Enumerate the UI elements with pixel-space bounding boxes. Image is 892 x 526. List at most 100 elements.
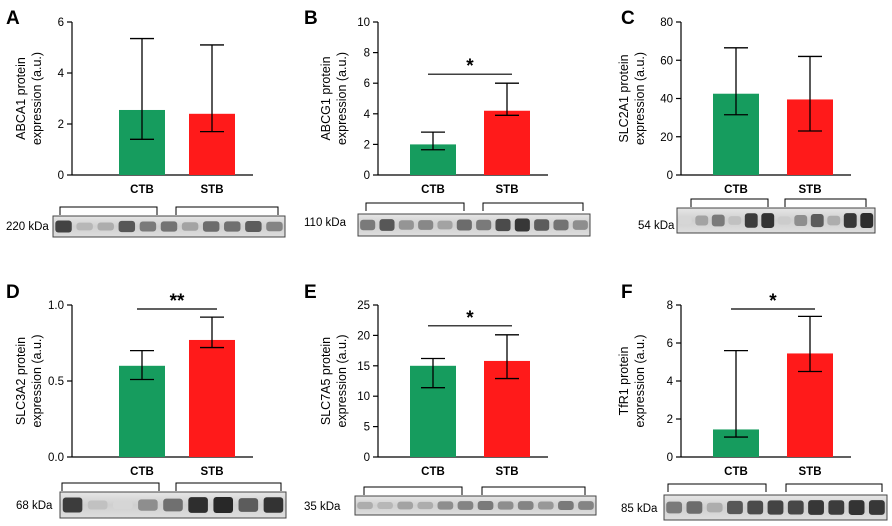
western-blot: [59, 482, 287, 519]
blot-bracket-ctb: [690, 198, 769, 207]
category-label: CTB: [724, 184, 748, 196]
y-axis-label-line: expression (a.u.): [30, 334, 44, 427]
blot-band: [397, 501, 414, 510]
blot-band: [238, 498, 259, 512]
y-axis-label: ABCA1 protein expression (a.u.): [14, 52, 44, 145]
y-tick-label: 0: [667, 452, 673, 464]
blot-band: [747, 500, 764, 515]
blot-band: [377, 502, 393, 509]
blot-band: [62, 497, 83, 513]
category-label: STB: [496, 466, 519, 478]
bar-stb: [484, 110, 530, 175]
blot-band: [202, 221, 220, 232]
blot-band: [810, 213, 824, 228]
blot-bracket-ctb: [363, 486, 463, 495]
blot-band: [514, 218, 530, 232]
panel-e: E SLC7A5 protein expression (a.u.) 0 5 10 15 20…: [304, 282, 597, 516]
kda-label: 110 kDa: [304, 217, 347, 229]
blot-band: [808, 500, 824, 515]
y-axis-label-line: SLC3A2 protein: [14, 337, 28, 425]
blot-band: [76, 222, 93, 231]
y-tick-label: 20: [660, 132, 673, 144]
kda-label: 68 kDa: [16, 500, 53, 512]
y-axis-label-line: SLC7A5 protein: [319, 337, 333, 425]
blot-band: [263, 497, 284, 513]
y-axis-label: SLC2A1 protein expression (a.u.): [617, 52, 647, 145]
blot-band: [181, 222, 199, 231]
blot-background: [676, 207, 876, 234]
y-tick-label: 6: [58, 17, 64, 29]
panel-d: D SLC3A2 protein expression (a.u.) 0.0 0.5 1.…: [6, 282, 287, 519]
y-tick-label: 4: [58, 68, 65, 80]
blot-band: [860, 212, 874, 229]
blot-band: [534, 219, 550, 231]
error-bar-stb: [495, 334, 519, 380]
category-label: CTB: [421, 466, 445, 478]
y-tick-label: 0.0: [48, 452, 64, 464]
blot-band: [537, 501, 554, 510]
panel-c: C SLC2A1 protein expression (a.u.) 0 20 40 60 8…: [617, 8, 876, 234]
blot-band: [794, 215, 808, 226]
category-label: STB: [799, 184, 822, 196]
blot-band: [711, 214, 725, 227]
y-tick-label: 6: [364, 78, 370, 90]
blot-band: [843, 213, 857, 228]
y-tick-label: 0.5: [48, 376, 64, 388]
blot-band: [457, 501, 474, 510]
y-tick-label: 15: [357, 361, 370, 373]
y-tick-label: 40: [660, 94, 673, 106]
western-blot: [357, 202, 591, 237]
y-axis-label-line: expression (a.u.): [30, 52, 44, 145]
category-label: STB: [496, 184, 519, 196]
category-label: CTB: [724, 466, 748, 478]
blot-band: [686, 501, 703, 514]
blot-band: [188, 497, 208, 513]
y-tick-label: 0: [58, 170, 64, 182]
category-label: CTB: [421, 184, 445, 196]
blot-band: [558, 501, 574, 510]
blot-band: [787, 500, 804, 515]
y-axis-label-line: expression (a.u.): [633, 334, 647, 427]
error-bar-ctb: [130, 349, 154, 381]
y-axis-label-line: expression (a.u.): [633, 52, 647, 145]
blot-band: [139, 221, 157, 232]
y-tick-label: 1.0: [48, 300, 64, 312]
kda-label: 54 kDa: [638, 220, 675, 232]
blot-band: [517, 501, 534, 510]
western-blot: [676, 198, 876, 234]
blot-band: [848, 500, 865, 515]
y-axis-label: ABCG1 protein expression (a.u.): [319, 52, 349, 145]
blot-band: [417, 501, 434, 510]
y-tick-label: 5: [364, 422, 370, 434]
category-label: STB: [799, 466, 822, 478]
panel-label: D: [6, 282, 20, 303]
blot-bracket-stb: [175, 482, 282, 491]
y-tick-label: 4: [364, 109, 371, 121]
y-tick-label: 4: [667, 376, 674, 388]
y-tick-label: 8: [667, 300, 673, 312]
blot-band: [357, 501, 373, 510]
blot-bracket-stb: [482, 202, 584, 211]
blot-band: [828, 500, 845, 515]
blot-band: [379, 219, 395, 231]
blot-band: [761, 213, 775, 228]
blot-band: [827, 215, 841, 226]
western-blot: [354, 486, 597, 516]
y-tick-label: 80: [660, 17, 673, 29]
blot-band: [118, 220, 136, 233]
y-tick-label: 60: [660, 55, 673, 67]
panel-label: F: [621, 282, 633, 303]
y-tick-label: 0: [364, 170, 370, 182]
category-label: STB: [201, 466, 224, 478]
error-bar-ctb: [724, 349, 748, 438]
blot-band: [666, 501, 683, 514]
blot-band: [497, 501, 514, 510]
blot-background: [354, 495, 597, 516]
blot-band: [245, 220, 262, 233]
blot-band: [578, 501, 594, 510]
blot-band: [360, 219, 376, 231]
kda-label: 85 kDa: [621, 503, 658, 515]
y-tick-label: 10: [357, 17, 370, 29]
blot-band: [437, 501, 454, 510]
